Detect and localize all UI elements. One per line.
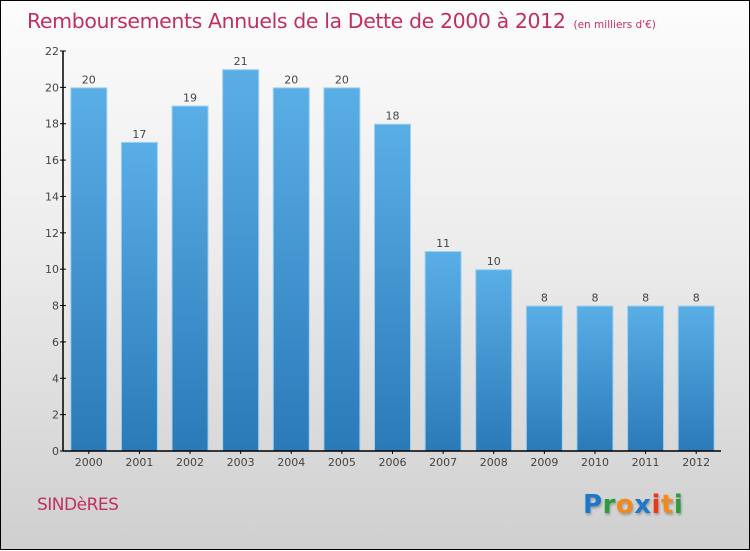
y-tick-label: 20: [45, 81, 59, 94]
bars-group: 20 17 19 21 20 20 18 11 10 8 8 8 8: [70, 55, 715, 452]
x-tick-label: 2008: [480, 456, 508, 469]
x-tick-label: 2001: [125, 456, 153, 469]
x-tick-label: 2007: [429, 456, 457, 469]
chart-subtitle: (en milliers d'€): [573, 19, 656, 31]
logo-letter: r: [602, 490, 616, 520]
bar-2004: [273, 88, 309, 451]
x-tick-label: 2003: [227, 456, 255, 469]
value-label: 20: [82, 73, 96, 86]
bar-2010: [577, 306, 613, 451]
y-tick-label: 14: [45, 190, 59, 203]
value-label: 18: [386, 110, 400, 123]
x-tick-label: 2009: [530, 456, 558, 469]
y-tick-label: 22: [45, 45, 59, 58]
bar-2006: [375, 124, 410, 452]
x-tick-label: 2011: [632, 456, 660, 469]
logo-letter: o: [615, 490, 635, 520]
bar-2000: [71, 88, 107, 451]
x-tick-label: 2002: [176, 456, 204, 469]
value-label: 20: [335, 73, 349, 86]
commune-name: SINDèRES: [37, 495, 119, 515]
y-tick-label: 4: [52, 372, 59, 385]
x-tick-label: 2006: [379, 456, 407, 469]
y-tick-label: 6: [52, 336, 59, 349]
chart-title-text: Remboursements Annuels de la Dette de 20…: [27, 9, 566, 33]
y-tick-label: 2: [52, 409, 59, 422]
x-tick-label: 2010: [581, 456, 609, 469]
y-tick-label: 18: [45, 118, 59, 131]
bar-2002: [172, 106, 208, 451]
value-label: 8: [591, 292, 598, 305]
bar-2003: [223, 70, 259, 451]
x-tick-label: 2005: [328, 456, 356, 469]
bar-2009: [526, 306, 562, 451]
logo-letter: x: [634, 490, 652, 520]
bar-2012: [678, 306, 714, 451]
y-tick-label: 0: [52, 445, 59, 458]
value-label: 21: [234, 55, 248, 68]
x-tick-label: 2004: [277, 456, 305, 469]
logo-letter: t: [660, 490, 674, 520]
bar-2001: [121, 142, 157, 451]
bar-2008: [476, 270, 512, 451]
logo-letter: i: [651, 490, 661, 520]
chart-title: Remboursements Annuels de la Dette de 20…: [27, 9, 656, 33]
value-label: 11: [436, 237, 450, 250]
value-label: 8: [693, 292, 700, 305]
y-tick-label: 12: [45, 227, 59, 240]
x-axis: 2000 2001 2002 2003 2004 2005 2006 2007 2008 2009…: [63, 450, 721, 469]
value-label: 20: [284, 73, 298, 86]
value-label: 17: [132, 128, 146, 141]
y-tick-label: 16: [45, 154, 59, 167]
y-tick-label: 8: [52, 300, 59, 313]
x-tick-label: 2012: [682, 456, 710, 469]
value-label: 8: [541, 292, 548, 305]
value-label: 8: [642, 292, 649, 305]
proxiti-logo: Proxiti: [583, 490, 683, 520]
value-label: 10: [487, 255, 501, 268]
value-label: 19: [183, 92, 197, 105]
logo-letter: P: [583, 490, 603, 520]
y-axis: 0 2 4 6 8 10 12 14 16 18 20 22: [45, 45, 66, 458]
logo-letter: i: [673, 490, 684, 520]
bar-2005: [324, 88, 360, 451]
x-tick-label: 2000: [75, 456, 103, 469]
bar-2007: [425, 252, 461, 451]
bar-2011: [628, 306, 664, 451]
y-tick-label: 10: [45, 263, 59, 276]
